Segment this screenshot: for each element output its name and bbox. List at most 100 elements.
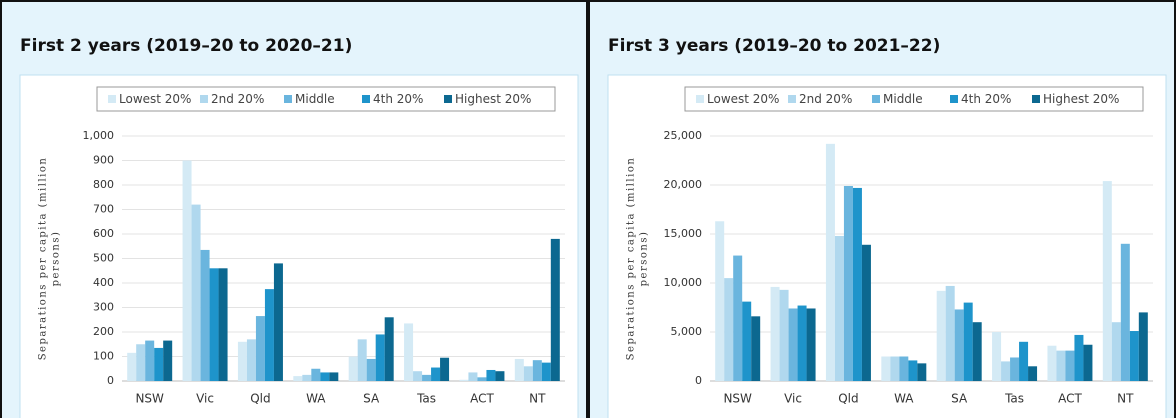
bar xyxy=(209,268,219,381)
bar xyxy=(1102,181,1112,381)
bar xyxy=(154,347,164,381)
y-tick-label: 15,000 xyxy=(664,227,703,240)
legend-label: Lowest 20% xyxy=(119,92,191,106)
legend-swatch xyxy=(108,95,116,103)
bar xyxy=(1010,357,1020,381)
bar xyxy=(1065,350,1075,381)
bar xyxy=(742,301,752,381)
bar xyxy=(293,376,303,381)
bar xyxy=(320,372,330,381)
bar xyxy=(200,249,210,381)
bar xyxy=(413,371,423,381)
x-tick-label: Tas xyxy=(1004,392,1024,406)
legend-swatch xyxy=(200,95,208,103)
y-axis-label: persons) xyxy=(51,231,62,287)
bar xyxy=(191,204,201,381)
bar xyxy=(797,305,807,381)
bar xyxy=(715,221,725,381)
x-tick-label: Qld xyxy=(250,392,270,406)
x-tick-label: NT xyxy=(529,392,546,406)
y-tick-label: 300 xyxy=(93,301,114,314)
y-tick-label: 500 xyxy=(93,252,114,265)
bar xyxy=(366,358,376,381)
legend-swatch xyxy=(872,95,880,103)
legend-label: 2nd 20% xyxy=(799,92,852,106)
bar xyxy=(136,344,146,381)
bar xyxy=(218,268,228,381)
legend-swatch xyxy=(1032,95,1040,103)
bar xyxy=(1120,243,1130,381)
x-tick-label: NSW xyxy=(135,392,164,406)
x-tick-label: Qld xyxy=(838,392,858,406)
bar xyxy=(440,357,450,381)
y-tick-label: 5,000 xyxy=(671,325,703,338)
bar xyxy=(348,356,358,381)
bar xyxy=(852,187,862,381)
legend-box xyxy=(684,86,1144,112)
bar xyxy=(273,263,283,381)
legend-box xyxy=(96,86,556,112)
bar xyxy=(182,160,192,381)
bar xyxy=(541,362,551,381)
legend-label: 2nd 20% xyxy=(211,92,264,106)
legend-swatch xyxy=(362,95,370,103)
y-axis-label: Separations per capita (million xyxy=(38,157,49,361)
bar xyxy=(255,316,265,381)
bar xyxy=(431,367,441,381)
x-tick-label: NT xyxy=(1117,392,1134,406)
bar xyxy=(404,323,414,381)
legend-label: Highest 20% xyxy=(455,92,531,106)
bar xyxy=(908,360,918,381)
bar xyxy=(724,278,734,381)
y-tick-label: 100 xyxy=(93,350,114,363)
y-axis-label: Separations per capita (million xyxy=(626,157,637,361)
bar xyxy=(963,302,973,381)
bar xyxy=(550,238,560,381)
bar xyxy=(1138,312,1148,381)
bar xyxy=(825,143,835,381)
x-tick-label: ACT xyxy=(470,392,494,406)
x-tick-label: Vic xyxy=(784,392,802,406)
bar xyxy=(145,340,155,381)
bar xyxy=(992,332,1002,381)
bar xyxy=(954,309,964,381)
bar xyxy=(1001,361,1011,381)
y-axis-label: persons) xyxy=(639,231,650,287)
bar xyxy=(1074,334,1084,381)
plot-panel xyxy=(19,74,579,418)
y-tick-label: 900 xyxy=(93,154,114,167)
bar xyxy=(514,358,524,381)
x-tick-label: Vic xyxy=(196,392,214,406)
legend-label: Middle xyxy=(883,92,923,106)
bar xyxy=(495,371,505,381)
bar xyxy=(237,341,247,381)
bar xyxy=(1111,322,1121,381)
bar xyxy=(1129,331,1139,381)
legend-label: Lowest 20% xyxy=(707,92,779,106)
x-tick-label: WA xyxy=(894,392,914,406)
bar xyxy=(523,366,533,381)
legend-swatch xyxy=(696,95,704,103)
legend-label: Middle xyxy=(295,92,335,106)
y-tick-label: 0 xyxy=(107,374,114,387)
bar xyxy=(1028,366,1038,381)
bar xyxy=(532,360,542,381)
bar xyxy=(751,316,761,381)
panel-border xyxy=(0,0,588,418)
bar xyxy=(733,255,743,381)
x-tick-label: ACT xyxy=(1058,392,1082,406)
bar xyxy=(843,185,853,381)
y-tick-label: 20,000 xyxy=(664,178,703,191)
legend-label: Highest 20% xyxy=(1043,92,1119,106)
bar xyxy=(311,368,321,381)
y-tick-label: 200 xyxy=(93,325,114,338)
bar xyxy=(779,289,789,381)
bar xyxy=(972,322,982,381)
bar xyxy=(468,372,478,381)
bar xyxy=(163,340,173,381)
bar xyxy=(459,379,469,381)
bar xyxy=(861,244,871,381)
bar xyxy=(384,317,394,381)
bar xyxy=(834,235,844,381)
